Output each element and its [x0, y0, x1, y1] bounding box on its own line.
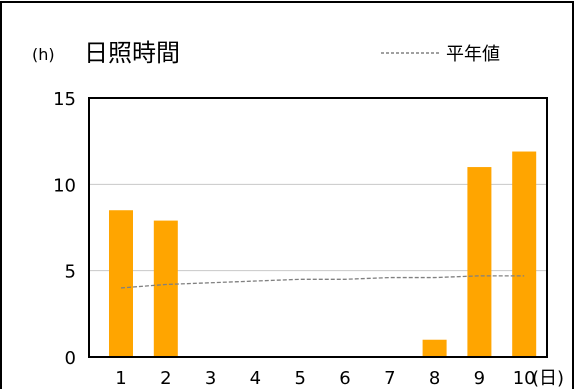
x-tick-label-8: 8 — [429, 368, 440, 389]
x-tick-label-10: 10 — [513, 368, 536, 389]
y-tick-label: 10 — [53, 175, 76, 196]
x-tick-label-5: 5 — [294, 368, 305, 389]
x-tick-label-2: 2 — [160, 368, 171, 389]
x-unit-label: (日) — [532, 368, 564, 389]
x-tick-label-4: 4 — [250, 368, 261, 389]
bar-day-8 — [422, 339, 447, 357]
x-tick-label-7: 7 — [384, 368, 395, 389]
x-tick-label-9: 9 — [474, 368, 485, 389]
normal-line — [120, 275, 525, 289]
bar-day-10 — [512, 151, 537, 357]
bar-series — [109, 151, 537, 357]
y-tick-label: 5 — [65, 262, 76, 283]
y-tick-label: 0 — [65, 348, 76, 369]
y-tick-labels: 0 5 10 15 — [53, 89, 76, 369]
plot-frame — [88, 97, 548, 358]
bar-day-9 — [467, 167, 492, 357]
x-tick-labels: 1 2 3 4 5 6 7 8 9 10 — [115, 368, 535, 389]
chart-title: 日照時間 — [84, 39, 180, 67]
legend-normal-label: 平年値 — [446, 44, 500, 65]
bar-day-2 — [153, 220, 178, 357]
x-tick-label-6: 6 — [339, 368, 350, 389]
x-tick-label-1: 1 — [115, 368, 126, 389]
x-tick-label-3: 3 — [205, 368, 216, 389]
bar-day-1 — [109, 210, 133, 357]
y-tick-label: 15 — [53, 89, 76, 110]
y-unit-label: (h) — [32, 45, 55, 64]
